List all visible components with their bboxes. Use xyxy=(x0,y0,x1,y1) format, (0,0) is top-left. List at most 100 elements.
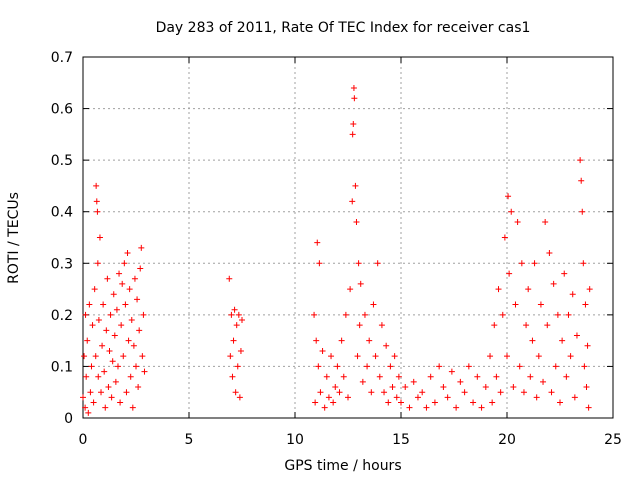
data-point-marker xyxy=(342,311,349,318)
data-point-marker xyxy=(357,280,364,287)
data-point-marker xyxy=(127,373,134,380)
y-tick-label: 0.4 xyxy=(51,205,73,221)
data-point-marker xyxy=(565,311,572,318)
data-point-marker xyxy=(525,286,532,293)
data-point-marker xyxy=(544,322,551,329)
data-point-marker xyxy=(465,363,472,370)
data-point-marker xyxy=(510,384,517,391)
data-point-marker xyxy=(366,337,373,344)
data-point-marker xyxy=(512,301,519,308)
data-point-marker xyxy=(230,337,237,344)
x-tick-label: 10 xyxy=(286,432,304,448)
data-point-marker xyxy=(106,347,113,354)
data-point-marker xyxy=(334,363,341,370)
data-point-marker xyxy=(349,131,356,138)
data-point-marker xyxy=(577,157,584,164)
data-point-marker xyxy=(138,244,145,251)
data-point-marker xyxy=(478,404,485,411)
data-point-marker xyxy=(523,322,530,329)
data-point-marker xyxy=(131,275,138,282)
data-point-marker xyxy=(239,317,245,324)
data-point-marker xyxy=(406,404,413,411)
data-point-marker xyxy=(414,394,421,401)
data-point-marker xyxy=(491,322,498,329)
data-point-marker xyxy=(542,219,549,226)
data-point-marker xyxy=(370,301,377,308)
data-point-marker xyxy=(385,399,392,406)
data-point-marker xyxy=(81,353,88,360)
data-point-marker xyxy=(316,260,323,267)
data-point-marker xyxy=(529,337,536,344)
data-point-marker xyxy=(580,260,587,267)
data-point-marker xyxy=(398,399,404,406)
data-point-marker xyxy=(82,404,89,411)
data-point-marker xyxy=(351,95,358,102)
data-point-marker xyxy=(527,373,534,380)
data-point-marker xyxy=(533,394,540,401)
data-point-marker xyxy=(563,373,570,380)
data-point-marker xyxy=(387,363,394,370)
data-point-marker xyxy=(94,208,101,215)
data-point-marker xyxy=(381,389,388,396)
data-point-marker xyxy=(584,342,591,349)
y-tick-label: 0.1 xyxy=(51,359,73,375)
data-point-marker xyxy=(91,286,98,293)
data-point-marker xyxy=(493,373,500,380)
data-point-marker xyxy=(96,234,103,241)
data-point-marker xyxy=(474,373,481,380)
y-tick-label: 0.6 xyxy=(51,102,73,118)
data-point-marker xyxy=(332,384,339,391)
grid-lines xyxy=(83,57,613,418)
data-point-marker xyxy=(319,347,326,354)
data-point-marker xyxy=(514,219,521,226)
data-point-marker xyxy=(461,389,468,396)
y-tick-label: 0.7 xyxy=(51,50,73,66)
data-point-marker xyxy=(119,280,126,287)
x-axis-label: GPS time / hours xyxy=(284,458,401,474)
data-point-marker xyxy=(133,363,139,370)
data-point-marker xyxy=(347,286,354,293)
data-point-marker xyxy=(582,301,589,308)
data-point-marker xyxy=(516,363,523,370)
data-point-marker xyxy=(102,404,109,411)
data-point-marker xyxy=(236,394,243,401)
data-point-marker xyxy=(118,322,125,329)
data-point-marker xyxy=(330,399,337,406)
data-point-marker xyxy=(89,322,96,329)
data-point-marker xyxy=(535,353,542,360)
data-point-marker xyxy=(518,260,525,267)
data-point-marker xyxy=(108,394,115,401)
chart-title: Day 283 of 2011, Rate Of TEC Index for r… xyxy=(156,20,531,36)
data-point-marker xyxy=(487,353,494,360)
data-point-marker xyxy=(499,311,506,318)
data-point-marker xyxy=(554,311,561,318)
data-point-marker xyxy=(453,404,460,411)
data-point-marker xyxy=(427,373,434,380)
data-point-marker xyxy=(489,399,496,406)
data-point-marker xyxy=(482,384,489,391)
x-tick-label: 20 xyxy=(498,432,516,448)
data-point-marker xyxy=(340,373,347,380)
data-point-marker xyxy=(372,353,379,360)
data-point-marker xyxy=(111,332,118,339)
data-point-marker xyxy=(540,378,547,385)
data-point-marker xyxy=(506,270,513,277)
data-point-marker xyxy=(88,363,95,370)
data-point-marker xyxy=(129,404,136,411)
axis-ticks: 0 5 10 15 20 25 0 0.1 0.2 0.3 0.4 0.5 0.6 0.7 xyxy=(51,50,622,448)
data-point-marker xyxy=(93,182,100,189)
data-point-marker xyxy=(134,296,141,303)
data-point-marker xyxy=(571,394,578,401)
y-tick-label: 0.3 xyxy=(51,256,73,272)
data-point-marker xyxy=(104,275,111,282)
data-point-marker xyxy=(120,353,127,360)
data-point-marker xyxy=(125,337,132,344)
data-point-marker xyxy=(586,286,593,293)
data-point-marker xyxy=(139,353,146,360)
data-point-marker xyxy=(135,384,142,391)
data-point-marker xyxy=(391,353,398,360)
y-axis-label: ROTI / TECUs xyxy=(6,192,22,284)
data-point-marker xyxy=(345,394,351,401)
y-tick-label: 0.5 xyxy=(51,153,73,169)
